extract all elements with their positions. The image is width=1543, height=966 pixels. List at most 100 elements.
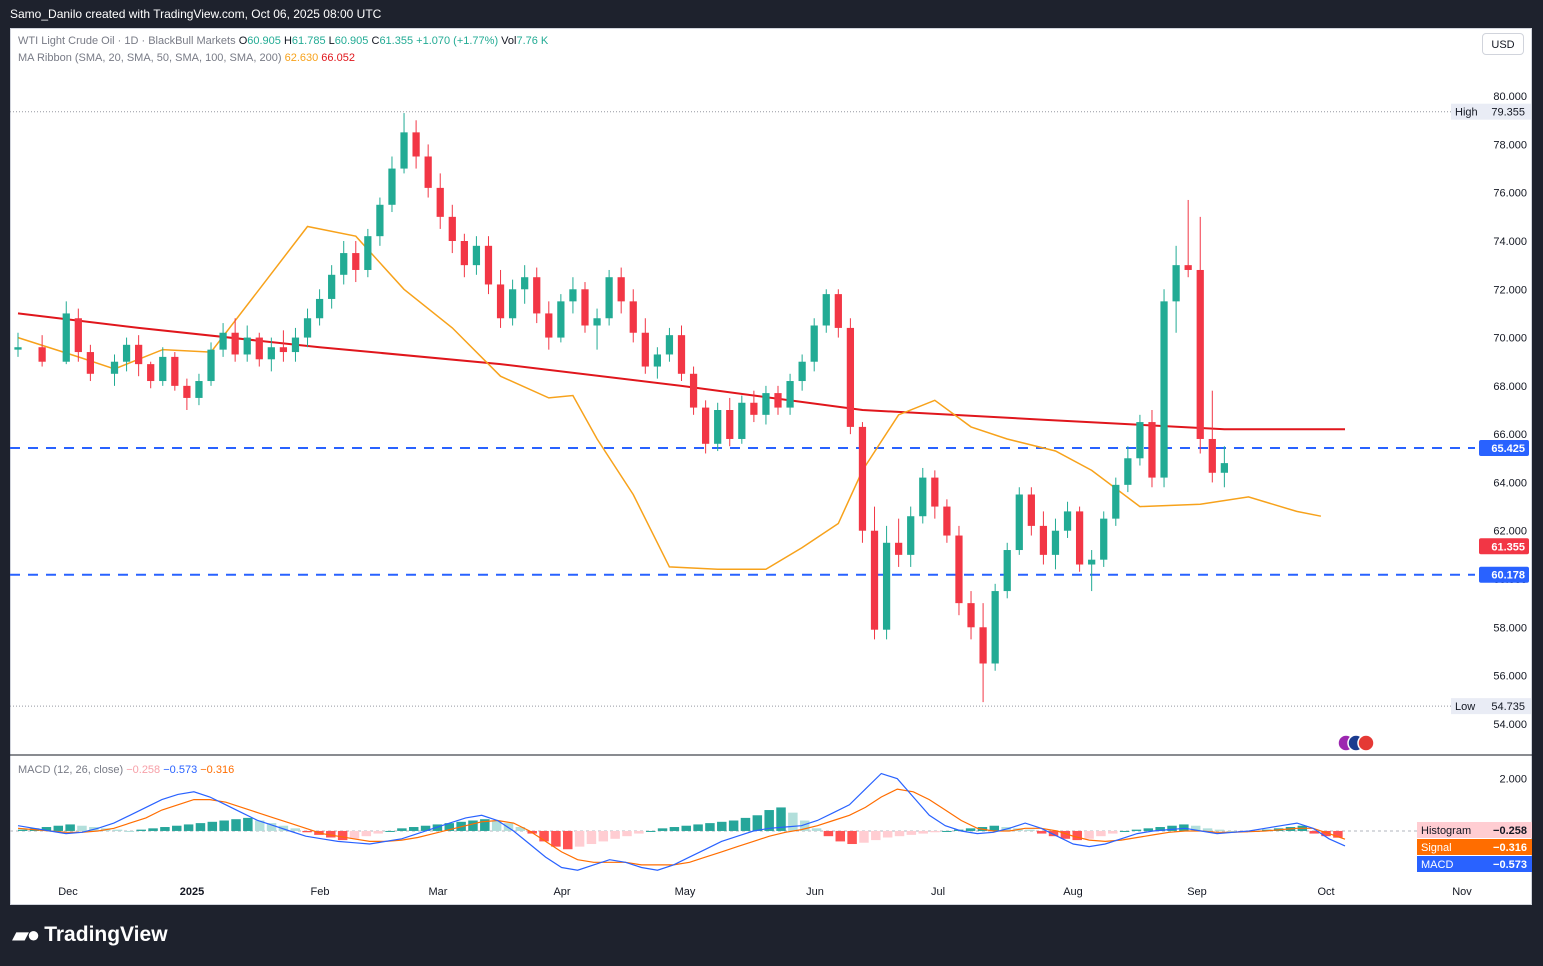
l-label: L xyxy=(328,35,335,47)
macd-histogram-bar xyxy=(397,828,407,831)
candle-body xyxy=(943,506,951,536)
candle-body xyxy=(786,381,794,408)
candle-body xyxy=(967,603,975,628)
candle-body xyxy=(545,313,553,338)
h-value: 61.785 xyxy=(291,35,326,47)
low-value: 54.735 xyxy=(1491,701,1525,713)
candle-body xyxy=(291,337,300,353)
macd-histogram-bar xyxy=(752,815,763,831)
candle-body xyxy=(605,277,613,319)
candle-body xyxy=(870,530,879,630)
y-tick-label: 68.000 xyxy=(1493,381,1527,393)
macd-line xyxy=(17,772,1346,871)
candle-body xyxy=(1015,494,1023,551)
histogram-axis-bg xyxy=(1417,822,1532,838)
candle-body xyxy=(653,354,661,367)
macd-histogram-bar xyxy=(563,830,573,850)
candle-body xyxy=(472,245,481,266)
x-tick-label: May xyxy=(675,886,696,898)
candle-body xyxy=(303,318,312,338)
macd-histogram-bar xyxy=(942,830,952,832)
macd-histogram-bar xyxy=(1096,830,1106,837)
macd-histogram-bar xyxy=(882,830,893,838)
candle-body xyxy=(14,347,22,350)
events-icon[interactable] xyxy=(1334,733,1382,753)
candle-body xyxy=(907,516,915,555)
macd-histogram-bar xyxy=(77,825,87,831)
macd-histogram-bar xyxy=(847,830,857,845)
macd-histogram-bar xyxy=(480,819,490,831)
macd-histogram-bar xyxy=(930,830,940,833)
y-tick-label: 80.000 xyxy=(1493,91,1527,103)
macd-histogram-bar xyxy=(124,830,135,832)
candle-body xyxy=(388,168,396,205)
high-value: 79.355 xyxy=(1491,107,1525,119)
macd-histogram-bar xyxy=(1155,827,1165,831)
macd-histogram-bar xyxy=(53,825,64,831)
histogram-axis-value: −0.258 xyxy=(1493,825,1527,837)
o-label: O xyxy=(238,35,248,47)
y-tick-label: 70.000 xyxy=(1493,333,1527,345)
candle-body xyxy=(1003,550,1011,592)
candle-body xyxy=(834,294,842,328)
macd-histogram-bar xyxy=(1036,830,1047,834)
macd-histogram-bar xyxy=(764,810,774,831)
candle-body xyxy=(617,277,625,302)
candle-body xyxy=(352,253,360,270)
candle-body xyxy=(448,216,456,241)
candle-body xyxy=(991,591,999,664)
price-chart[interactable]: 80.000 78.000 76.000 74.000 72.000 70.000 68.0… xyxy=(10,28,1532,905)
macd-histogram-bar xyxy=(1025,829,1035,831)
candle-body xyxy=(219,332,227,350)
candle-body xyxy=(677,335,686,374)
macd-histogram-bar xyxy=(1060,830,1071,839)
macd-histogram-bar xyxy=(1072,830,1082,841)
brand-name: TradingView xyxy=(44,923,168,946)
macd-histogram-bar xyxy=(1202,828,1213,831)
candle-body xyxy=(1220,463,1228,473)
macd-histogram-bar xyxy=(302,830,312,833)
macd-histogram-bar xyxy=(337,830,348,841)
macd-signal-line xyxy=(17,788,1346,866)
ma20-value: 62.630 xyxy=(284,52,319,64)
candle-body xyxy=(1027,494,1035,526)
signal-axis-bg xyxy=(1417,839,1532,855)
candle-body xyxy=(400,132,408,169)
candle-body xyxy=(641,332,649,367)
macd-histogram-bar xyxy=(669,827,680,831)
candle-body xyxy=(738,402,746,439)
change-value: +1.070 (+1.77%) xyxy=(416,35,499,47)
macd-histogram-bar xyxy=(18,829,28,831)
candle-body xyxy=(665,335,674,355)
candle-body xyxy=(822,294,830,326)
x-tick-label: Nov xyxy=(1452,886,1472,898)
chart-frame xyxy=(10,28,1532,905)
brand-logo: ▰● TradingView xyxy=(12,922,168,948)
candle-body xyxy=(376,204,384,237)
candle-body xyxy=(122,344,131,362)
macd-histogram-bar xyxy=(551,830,561,847)
macd-histogram-bar xyxy=(1108,830,1118,834)
x-tick-label: Oct xyxy=(1317,886,1334,898)
candle-body xyxy=(147,364,155,382)
macd-histogram-bar xyxy=(965,828,976,831)
macd-axis-bg xyxy=(1417,856,1532,872)
macd-histogram-bar xyxy=(622,830,632,837)
vol-value: 7.76 K xyxy=(516,35,549,47)
macd-histogram-bar xyxy=(1190,825,1201,831)
candle-body xyxy=(919,477,927,517)
y-tick-label: 58.000 xyxy=(1493,622,1527,634)
candle-body xyxy=(1172,265,1180,302)
macd-histogram-bar xyxy=(871,830,881,841)
macd-histogram-bar xyxy=(1214,829,1225,831)
candle-body xyxy=(714,410,722,444)
x-tick-label: 2025 xyxy=(180,886,204,898)
vol-label: Vol xyxy=(501,35,517,47)
candle-body xyxy=(629,301,637,333)
level-label: 60.178 xyxy=(1491,570,1525,582)
level-label: 65.425 xyxy=(1491,443,1525,455)
currency-button[interactable]: USD xyxy=(1482,33,1524,55)
macd-histogram-bar xyxy=(420,825,431,831)
x-tick-label: Feb xyxy=(311,886,330,898)
macd-histogram-bar xyxy=(539,830,549,842)
